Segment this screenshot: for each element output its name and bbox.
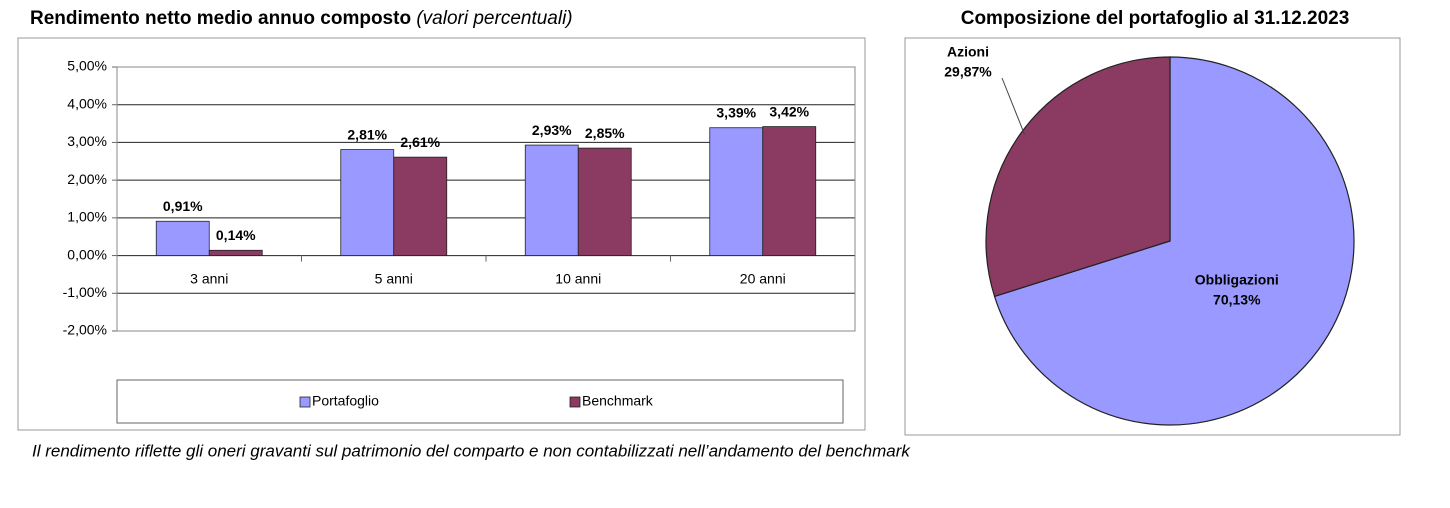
y-tick-label: 2,00%: [67, 171, 107, 187]
slice-label: Obbligazioni: [1195, 272, 1279, 288]
bar: [709, 127, 764, 256]
bar-panel: [17, 37, 866, 431]
y-tick-label: 0,00%: [67, 246, 107, 262]
bar-title: Rendimento netto medio annuo composto (v…: [30, 8, 573, 29]
x-tick-label: 5 anni: [375, 270, 413, 286]
slice-value: 29,87%: [944, 64, 992, 80]
leader-line: [1001, 77, 1026, 135]
x-tick-label: 10 anni: [555, 270, 601, 286]
bar: [762, 126, 817, 256]
y-tick-label: 1,00%: [67, 209, 107, 225]
legend-label: Portafoglio: [312, 393, 379, 409]
value-label: 2,93%: [532, 122, 572, 138]
y-tick-label: 3,00%: [67, 133, 107, 149]
value-label: 3,42%: [769, 103, 809, 119]
value-label: 2,81%: [347, 126, 387, 142]
slice-value: 70,13%: [1213, 292, 1261, 308]
y-tick-label: -2,00%: [63, 322, 107, 338]
value-label: 0,91%: [163, 198, 203, 214]
footnote: Il rendimento riflette gli oneri gravant…: [32, 441, 911, 460]
y-tick-label: -1,00%: [63, 284, 107, 300]
legend-label: Benchmark: [582, 393, 654, 409]
legend-swatch: [569, 396, 581, 408]
x-tick-label: 20 anni: [740, 270, 786, 286]
bar: [577, 147, 632, 256]
x-tick-label: 3 anni: [190, 270, 228, 286]
pie-slice: [993, 56, 1355, 426]
value-label: 2,61%: [400, 134, 440, 150]
bar: [393, 156, 448, 256]
pie-slice: [985, 56, 1171, 298]
bar: [155, 220, 210, 256]
title: Rendimento netto medio annuo composto: [30, 8, 411, 29]
pie-panel: [904, 37, 1401, 436]
bar: [208, 249, 263, 256]
y-tick-label: 4,00%: [67, 95, 107, 111]
legend-swatch: [299, 396, 311, 408]
value-label: 2,85%: [585, 125, 625, 141]
bar: [340, 149, 395, 256]
bar: [524, 144, 579, 256]
y-tick-label: 5,00%: [67, 58, 107, 74]
subtitle: (valori percentuali): [416, 8, 572, 29]
pie-title: Composizione del portafoglio al 31.12.20…: [961, 8, 1350, 29]
legend-box: [116, 379, 844, 424]
value-label: 3,39%: [716, 104, 756, 120]
slice-label: Azioni: [947, 44, 989, 60]
plot-area: [116, 66, 856, 332]
value-label: 0,14%: [216, 227, 256, 243]
